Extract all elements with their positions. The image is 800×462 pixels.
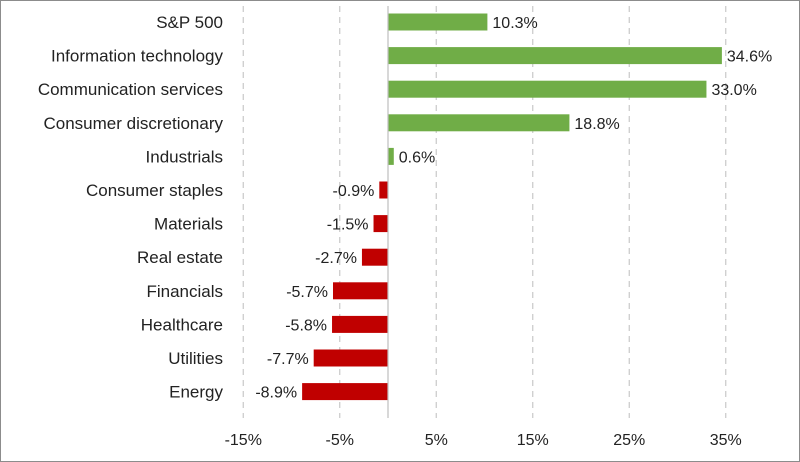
bar [388,114,570,132]
bar [332,315,388,333]
data-label: -0.9% [333,183,375,200]
bar [361,248,388,266]
x-tick-label: 5% [425,432,448,449]
bar [379,181,388,199]
category-label: Healthcare [141,315,223,334]
value-labels: 10.3% 34.6% 33.0% 18.8% 0.6% -0.9% -1.5% -2.7% -… [255,15,772,402]
category-label: Materials [154,215,223,234]
x-tick-label: -5% [326,432,354,449]
bar [313,349,388,367]
data-label: 10.3% [492,15,537,32]
category-label: Communication services [38,80,223,99]
x-tick-labels: -15% -5% 5% 15% 25% 35% [225,432,742,449]
data-label: 34.6% [727,49,772,66]
x-tick-label: 15% [517,432,549,449]
category-label: S&P 500 [156,13,223,32]
category-label: Financials [146,282,223,301]
category-label: Utilities [168,349,223,368]
data-label: 0.6% [399,149,435,166]
bar [332,282,388,300]
category-label: Industrials [146,147,223,166]
category-label: Energy [169,383,223,402]
bar [388,80,707,98]
x-tick-label: 35% [710,432,742,449]
category-label: Consumer staples [86,181,223,200]
bar [302,383,388,401]
data-label: -5.8% [285,317,327,334]
bar [388,47,722,65]
x-tick-label: -15% [225,432,262,449]
category-label: Information technology [51,47,223,66]
bar [373,215,388,233]
bar [388,13,488,31]
data-label: -8.9% [255,385,297,402]
data-label: -1.5% [327,217,369,234]
data-label: -7.7% [267,351,309,368]
category-label: Consumer discretionary [43,114,223,133]
category-label: Real estate [137,248,223,267]
gridlines [242,6,727,418]
x-tick-label: 25% [613,432,645,449]
bar [388,147,394,165]
data-label: -2.7% [315,250,357,267]
data-label: 33.0% [711,82,756,99]
category-labels: S&P 500 Information technology Communicati… [38,13,224,402]
data-label: -5.7% [286,284,328,301]
bars [302,13,722,401]
data-label: 18.8% [574,116,619,133]
